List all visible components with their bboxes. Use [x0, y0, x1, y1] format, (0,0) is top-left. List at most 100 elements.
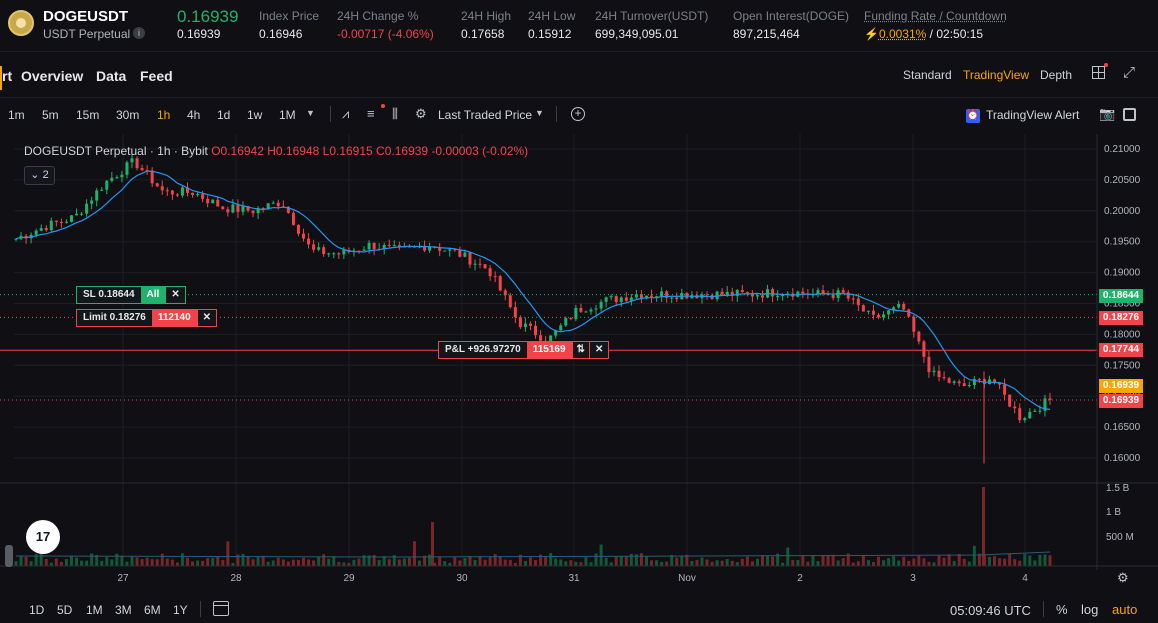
interval-1M[interactable]: 1M — [279, 108, 296, 122]
volume-bar — [1013, 559, 1017, 566]
volume-bar — [453, 557, 457, 566]
collapse-indicators-button[interactable]: ⌄ 2 — [24, 166, 55, 185]
candle-body — [155, 183, 159, 187]
range-5D[interactable]: 5D — [57, 603, 73, 617]
legend-change: -0.00003 (-0.02%) — [431, 144, 529, 158]
fullscreen-icon[interactable]: ⤢ — [1123, 64, 1136, 81]
candle-body — [246, 206, 250, 211]
sl-all-tag[interactable]: All — [140, 287, 166, 303]
range-1D[interactable]: 1D — [29, 603, 45, 617]
candle-body — [760, 295, 764, 298]
volume-bar — [110, 559, 114, 566]
view-depth[interactable]: Depth — [1040, 68, 1073, 82]
interval-1d[interactable]: 1d — [217, 108, 231, 122]
pnl-close-icon[interactable]: ✕ — [588, 342, 608, 358]
volume-bar — [160, 553, 164, 566]
tradingview-alert-button[interactable]: ⏰ TradingView Alert — [966, 108, 1079, 126]
tab-data[interactable]: Data — [96, 68, 127, 84]
funding-countdown: 02:50:15 — [936, 27, 984, 41]
ticker-bar: DOGEUSDT USDT Perpetual i 0.16939 0.1693… — [0, 0, 1158, 52]
candle-body — [907, 309, 911, 317]
interval-1w[interactable]: 1w — [247, 108, 263, 122]
volume-bar — [34, 554, 38, 566]
view-tradingview[interactable]: TradingView — [963, 68, 1030, 82]
x-tick-label: 31 — [568, 573, 580, 584]
symbol-name[interactable]: DOGEUSDT — [43, 8, 129, 25]
volume-bar — [902, 556, 906, 566]
axes: 0.21000 0.20500 0.20000 0.19500 0.19000 0.185… — [0, 134, 1158, 584]
interval-5m[interactable]: 5m — [42, 108, 59, 122]
auto-toggle[interactable]: auto — [1112, 602, 1138, 617]
range-6M[interactable]: 6M — [144, 603, 161, 617]
indicators-icon[interactable]: ⩘ — [342, 106, 350, 121]
price-chart[interactable]: 0.21000 0.20500 0.20000 0.19500 0.19000 0.185… — [0, 134, 1158, 596]
templates-icon[interactable]: ≡ — [367, 106, 375, 121]
candle-body — [196, 194, 200, 196]
calendar-icon[interactable] — [213, 601, 229, 616]
view-standard[interactable]: Standard — [903, 68, 952, 82]
volume-bar — [206, 558, 210, 566]
tab-feed[interactable]: Feed — [140, 68, 173, 84]
candle-body — [463, 252, 467, 257]
candle-body — [962, 383, 966, 387]
sl-close-icon[interactable]: ✕ — [165, 287, 184, 303]
x-tick-label: 29 — [343, 573, 355, 584]
candle-body — [993, 379, 997, 383]
funding-label[interactable]: Funding Rate / Countdown — [864, 9, 1007, 23]
volume-bar — [342, 562, 346, 566]
candle-body — [831, 295, 835, 298]
funding-rate[interactable]: 0.0031% — [878, 27, 927, 41]
bottom-divider-2 — [1043, 601, 1044, 617]
volume-bar — [115, 553, 119, 566]
price-source-dropdown-icon[interactable]: ▼ — [535, 108, 544, 118]
volume-bar — [695, 559, 699, 566]
volume-bar — [488, 557, 492, 566]
limit-close-icon[interactable]: ✕ — [196, 310, 216, 326]
volume-bar — [680, 555, 684, 566]
limit-qty[interactable]: 112140 — [151, 310, 197, 326]
log-toggle[interactable]: log — [1081, 602, 1099, 617]
volume-bar — [1008, 553, 1012, 566]
interval-1h[interactable]: 1h — [157, 108, 171, 122]
popout-icon[interactable] — [1123, 108, 1136, 121]
range-1Y[interactable]: 1Y — [173, 603, 188, 617]
volume-bar — [957, 553, 961, 566]
volume-bar — [831, 554, 835, 566]
utc-clock[interactable]: 05:09:46 UTC — [950, 603, 1031, 618]
volume-bar — [140, 559, 144, 566]
pnl-qty[interactable]: 115169 — [526, 342, 572, 358]
range-1M[interactable]: 1M — [86, 603, 103, 617]
bottom-bar: 1D 5D 1M 3M 6M 1Y 05:09:46 UTC % log aut… — [0, 596, 1158, 623]
volume-bar — [781, 562, 785, 566]
info-icon[interactable]: i — [133, 27, 145, 39]
tab-chart[interactable]: rt — [0, 66, 12, 90]
last-price: 0.16939 — [177, 7, 239, 26]
interval-4h[interactable]: 4h — [187, 108, 201, 122]
add-indicator-icon[interactable]: + — [571, 107, 585, 121]
candle-body — [105, 180, 109, 190]
price-source-select[interactable]: Last Traded Price — [438, 108, 533, 122]
volume-bar — [836, 560, 840, 566]
candle-body — [715, 291, 719, 300]
sl-order-box[interactable]: SL 0.18644 All ✕ — [76, 286, 186, 304]
candle-body — [650, 295, 654, 297]
contract-type: USDT Perpetual — [43, 27, 131, 41]
interval-15m[interactable]: 15m — [76, 108, 100, 122]
volume-bar — [564, 561, 568, 566]
reverse-arrows-icon[interactable]: ⇅ — [571, 342, 589, 358]
percent-toggle[interactable]: % — [1056, 602, 1068, 617]
interval-30m[interactable]: 30m — [116, 108, 140, 122]
pnl-position-box[interactable]: P&L +926.97270 115169 ⇅ ✕ — [438, 341, 610, 359]
grid-layout-icon[interactable] — [1092, 63, 1108, 79]
candle-body — [846, 292, 850, 299]
interval-dropdown-icon[interactable]: ▼ — [306, 108, 315, 118]
limit-order-box[interactable]: Limit 0.18276 112140 ✕ — [76, 309, 218, 327]
scroll-handle[interactable] — [5, 545, 13, 567]
settings-gear-icon[interactable]: ⚙ — [415, 106, 427, 121]
interval-1m[interactable]: 1m — [8, 108, 25, 122]
tab-overview[interactable]: Overview — [21, 68, 84, 84]
axis-settings-gear-icon[interactable]: ⚙ — [1117, 570, 1129, 585]
range-3M[interactable]: 3M — [115, 603, 132, 617]
camera-icon[interactable]: 📷 — [1099, 106, 1116, 121]
candles-icon[interactable]: ⫼ — [392, 106, 398, 121]
